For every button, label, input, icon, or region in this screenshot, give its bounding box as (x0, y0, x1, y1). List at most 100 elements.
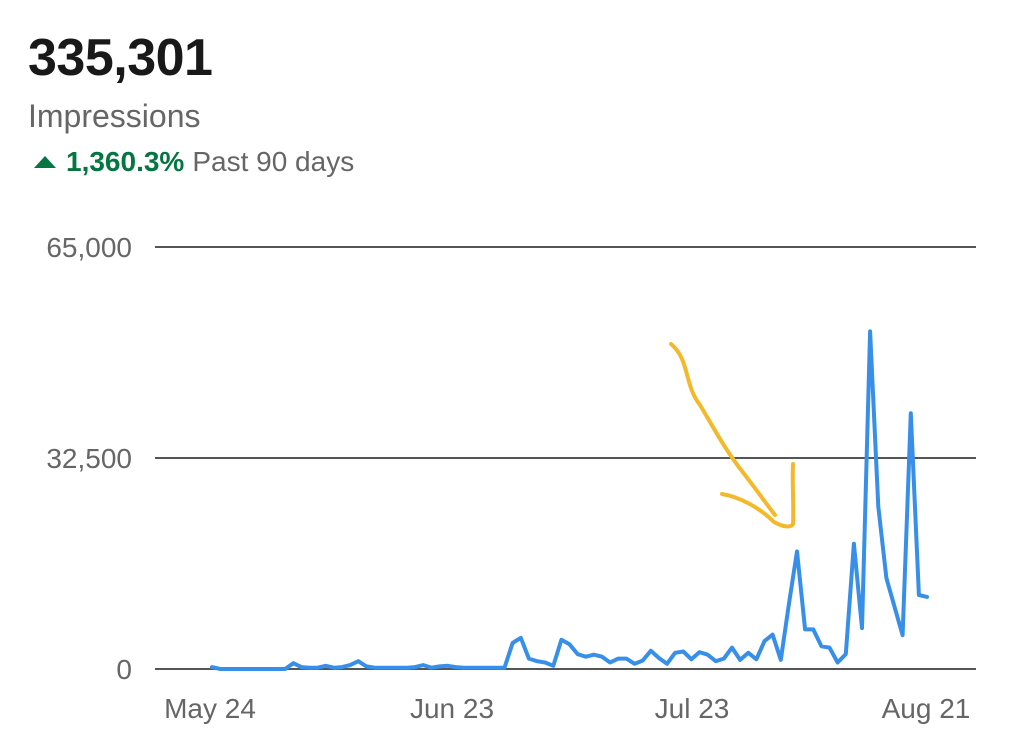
data-point (502, 666, 506, 670)
data-point (746, 651, 750, 655)
data-point (445, 664, 449, 668)
data-point (234, 667, 238, 671)
data-point (324, 664, 328, 668)
data-point (299, 665, 303, 669)
data-point (210, 665, 214, 669)
data-point (860, 626, 864, 630)
data-point (819, 644, 823, 648)
data-point (600, 655, 604, 659)
data-point (624, 656, 628, 660)
data-point (356, 659, 360, 663)
change-period: Past 90 days (192, 146, 355, 177)
y-tick-label: 0 (116, 654, 132, 685)
x-axis-ticks: May 24 Jun 23 Jul 23 Aug 21 (164, 693, 970, 724)
data-point (437, 664, 441, 668)
data-point (380, 666, 384, 670)
data-point (844, 652, 848, 656)
data-point (470, 666, 474, 670)
data-point (689, 657, 693, 661)
data-point (421, 663, 425, 667)
data-point (519, 636, 523, 640)
data-point (267, 667, 271, 671)
data-point (665, 662, 669, 666)
data-point (348, 663, 352, 667)
data-point (868, 329, 872, 333)
data-point (697, 650, 701, 654)
data-point (835, 660, 839, 664)
gridlines (155, 246, 976, 670)
data-point (429, 666, 433, 670)
data-point (884, 576, 888, 580)
data-point (917, 593, 921, 597)
data-point (315, 666, 319, 670)
data-point (462, 666, 466, 670)
x-tick-label: Jun 23 (410, 693, 494, 724)
y-tick-label: 65,000 (46, 232, 132, 263)
data-point (705, 653, 709, 657)
x-tick-label: May 24 (164, 693, 256, 724)
data-point (803, 627, 807, 631)
change-row: 1,360.3% Past 90 days (28, 144, 354, 180)
annotation-arrow-head (720, 462, 796, 529)
impressions-series-line (210, 329, 929, 671)
data-point (779, 658, 783, 662)
data-point (413, 665, 417, 669)
data-point (454, 665, 458, 669)
data-point (559, 638, 563, 642)
data-point (592, 653, 596, 657)
data-point (340, 665, 344, 669)
data-point (673, 651, 677, 655)
annotation-arrow-shaft (669, 342, 777, 517)
data-point (486, 666, 490, 670)
data-point (770, 632, 774, 636)
metric-label: Impressions (28, 98, 201, 134)
data-point (510, 641, 514, 645)
data-point (226, 667, 230, 671)
data-point (640, 658, 644, 662)
annotation-arrow (669, 342, 796, 529)
data-point (900, 633, 904, 637)
data-point (405, 666, 409, 670)
data-point (494, 666, 498, 670)
data-point (811, 627, 815, 631)
data-point (291, 661, 295, 665)
data-point (892, 605, 896, 609)
data-point (632, 662, 636, 666)
data-point (307, 666, 311, 670)
summary-header: 335,301 Impressions 1,360.3% Past 90 day… (28, 28, 354, 180)
data-point (787, 602, 791, 606)
change-percent: 1,360.3% (66, 146, 185, 177)
data-point (527, 656, 531, 660)
data-point (332, 666, 336, 670)
data-point (762, 639, 766, 643)
data-point (259, 667, 263, 671)
data-point (372, 666, 376, 670)
data-point (722, 656, 726, 660)
data-point (364, 664, 368, 668)
x-tick-label: Jul 23 (655, 693, 730, 724)
y-tick-label: 32,500 (46, 443, 132, 474)
data-point (876, 505, 880, 509)
data-point (535, 659, 539, 663)
data-point (730, 645, 734, 649)
total-impressions: 335,301 (28, 29, 213, 87)
data-point (283, 667, 287, 671)
data-point (575, 652, 579, 656)
data-point (925, 595, 929, 599)
data-point (608, 660, 612, 664)
data-point (909, 411, 913, 415)
data-point (478, 666, 482, 670)
data-point (250, 667, 254, 671)
triangle-up-icon (34, 156, 56, 168)
data-point (616, 656, 620, 660)
data-point (567, 642, 571, 646)
data-point (389, 666, 393, 670)
data-point (584, 655, 588, 659)
data-point (795, 549, 799, 553)
series-layer (210, 329, 929, 671)
data-point (714, 659, 718, 663)
data-point (754, 657, 758, 661)
y-axis-ticks: 0 32,500 65,000 (46, 232, 132, 685)
data-point (657, 656, 661, 660)
